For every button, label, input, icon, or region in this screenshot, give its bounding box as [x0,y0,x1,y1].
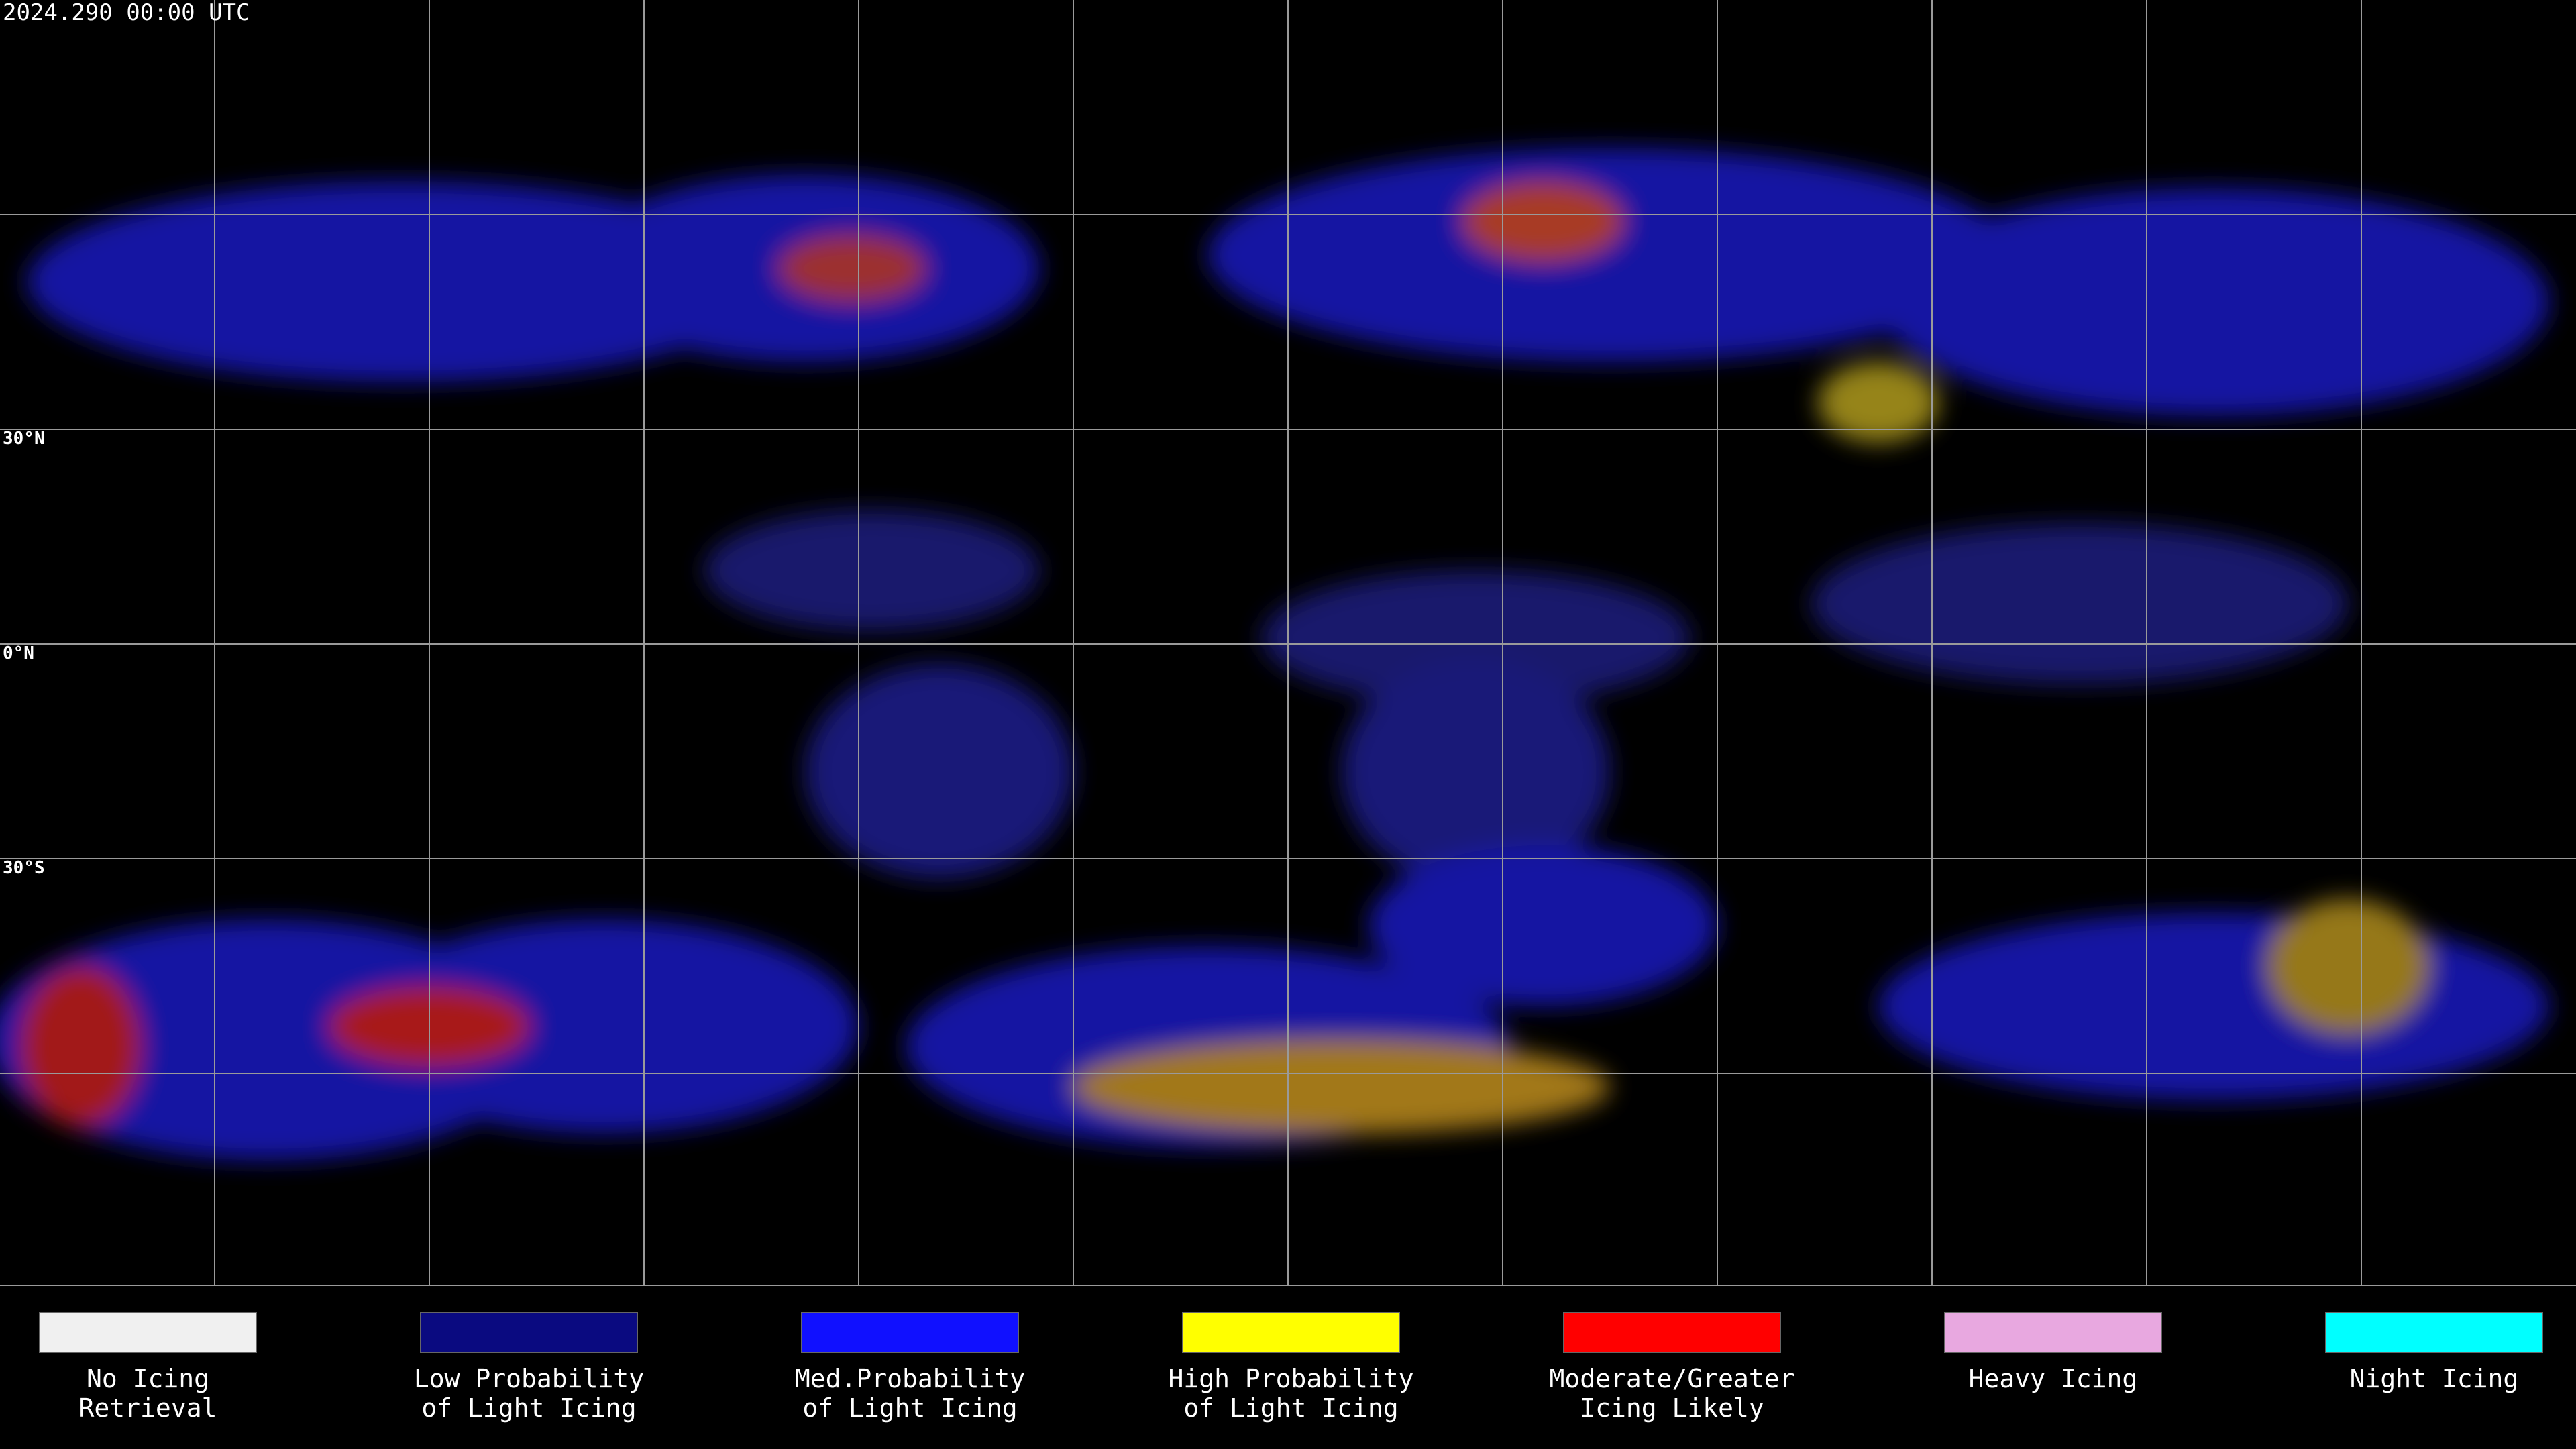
latitude-label: 30°N [3,429,45,449]
legend-label: Med.Probability [795,1364,1025,1393]
legend-swatch [420,1312,638,1353]
legend-label: Retrieval [79,1393,217,1423]
legend-swatch [2325,1312,2543,1353]
latitude-labels: 30°N 0°N 30°S [3,429,45,878]
legend-swatch [1563,1312,1781,1353]
legend-label: of Light Icing [1183,1393,1398,1423]
legend-label: of Light Icing [802,1393,1017,1423]
legend-swatch [1944,1312,2162,1353]
latitude-label: 30°S [3,858,45,878]
graticule [0,0,2576,1285]
legend-label: of Light Icing [421,1393,636,1423]
legend-label: Icing Likely [1580,1393,1764,1423]
timestamp: 2024.290 00:00 UTC [3,0,250,26]
legend-label: High Probability [1168,1364,1413,1393]
legend-swatch [1182,1312,1400,1353]
legend-swatch [39,1312,257,1353]
legend-label: Heavy Icing [1969,1364,2138,1393]
legend-label: Low Probability [414,1364,644,1393]
legend-swatch [801,1312,1019,1353]
legend-label: Night Icing [2350,1364,2519,1393]
latitude-label: 0°N [3,643,34,663]
satellite-imagery [0,148,2549,1161]
legend-label: Moderate/Greater [1549,1364,1794,1393]
legend-label: No Icing [87,1364,209,1393]
